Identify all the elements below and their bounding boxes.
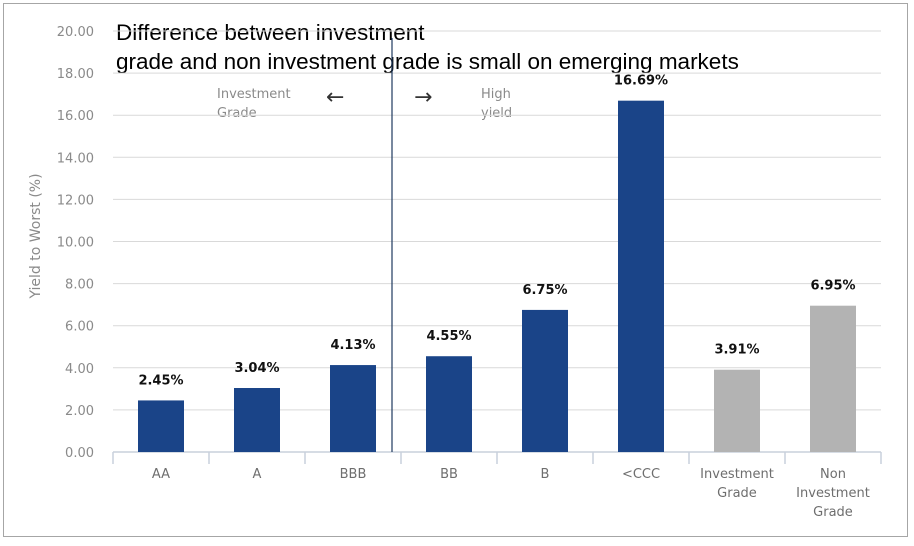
x-tick-label: Investment bbox=[796, 486, 870, 501]
annotation-investment-grade-line-1: Investment bbox=[217, 87, 291, 102]
data-label: 2.45% bbox=[138, 373, 183, 388]
y-tick-label: 4.00 bbox=[65, 362, 94, 377]
y-tick-label: 12.00 bbox=[57, 193, 94, 208]
y-tick-label: 18.00 bbox=[57, 67, 94, 82]
data-label: 16.69% bbox=[614, 74, 668, 89]
bar-aa bbox=[138, 400, 184, 452]
data-label: 3.04% bbox=[234, 361, 279, 376]
y-tick-label: 6.00 bbox=[65, 320, 94, 335]
bar-a bbox=[234, 388, 280, 452]
data-label: 6.95% bbox=[810, 279, 855, 294]
y-tick-label: 2.00 bbox=[65, 404, 94, 419]
chart-title-line-2: grade and non investment grade is small … bbox=[116, 49, 739, 74]
data-label: 3.91% bbox=[714, 343, 759, 358]
x-tick-label: BB bbox=[440, 467, 458, 482]
annotation-investment-grade: Investment Grade bbox=[217, 85, 291, 123]
annotation-high-yield-line-2: yield bbox=[481, 106, 513, 121]
x-tick-label: <CCC bbox=[622, 467, 660, 482]
annotation-investment-grade-line-2: Grade bbox=[217, 106, 257, 121]
y-tick-label: 0.00 bbox=[65, 446, 94, 461]
annotation-high-yield-line-1: High bbox=[481, 87, 511, 102]
chart-title-line-1: Difference between investment bbox=[116, 20, 425, 45]
annotation-high-yield: High yield bbox=[481, 85, 512, 123]
bar-bb bbox=[426, 356, 472, 452]
right-arrow-icon: → bbox=[414, 85, 433, 110]
bar-bbb bbox=[330, 365, 376, 452]
bar-b bbox=[522, 309, 568, 452]
data-label: 6.75% bbox=[522, 283, 567, 298]
x-tick-label: Grade bbox=[813, 505, 853, 520]
chart-frame bbox=[3, 3, 908, 537]
x-tick-label: A bbox=[253, 467, 262, 482]
chart-title: Difference between investment grade and … bbox=[116, 18, 739, 76]
x-tick-label: Non bbox=[820, 467, 846, 482]
x-tick-label: BBB bbox=[340, 467, 367, 482]
left-arrow-icon: ← bbox=[326, 85, 345, 110]
data-label: 4.55% bbox=[426, 329, 471, 344]
x-tick-label: B bbox=[541, 467, 550, 482]
y-tick-label: 16.00 bbox=[57, 109, 94, 124]
bar-investment-grade bbox=[714, 369, 760, 452]
x-tick-label: Investment bbox=[700, 467, 774, 482]
data-label: 4.13% bbox=[330, 338, 375, 353]
bar-non-investment-grade bbox=[810, 305, 856, 452]
x-tick-label: AA bbox=[152, 467, 170, 482]
y-tick-label: 20.00 bbox=[57, 25, 94, 40]
y-tick-label: 14.00 bbox=[57, 151, 94, 166]
bar-ccc bbox=[618, 100, 664, 452]
x-tick-label: Grade bbox=[717, 486, 757, 501]
y-tick-label: 8.00 bbox=[65, 278, 94, 293]
y-tick-label: 10.00 bbox=[57, 236, 94, 251]
